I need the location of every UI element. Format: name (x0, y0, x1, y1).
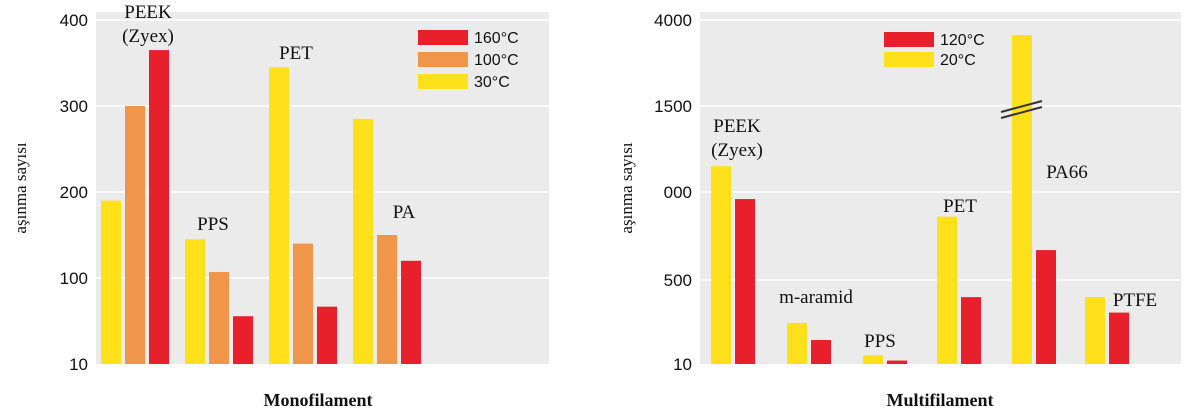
bar (125, 106, 145, 364)
legend-swatch (884, 32, 934, 47)
grid (96, 19, 549, 279)
y-tick-label: 1500 (654, 97, 692, 116)
bar (269, 67, 289, 365)
bar (233, 316, 253, 364)
category-label: PPS (197, 214, 229, 235)
y-tick-label: 200 (60, 183, 88, 202)
bar (1109, 312, 1129, 364)
bar (961, 297, 981, 364)
category-label: PA (393, 202, 416, 223)
category-label: m-aramid (779, 287, 853, 308)
y-tick-label: 4000 (654, 11, 692, 30)
bar (787, 322, 807, 364)
category-label: PTFE (1113, 290, 1157, 311)
bars (711, 34, 1129, 365)
y-tick-label: 100 (60, 269, 88, 288)
legend-label: 160°C (474, 30, 519, 47)
legend-swatch (418, 52, 468, 67)
bar (293, 243, 313, 364)
y-tick-label: 300 (60, 97, 88, 116)
bar (1085, 297, 1105, 364)
bar (353, 118, 373, 365)
legend-swatch (418, 30, 468, 45)
bar (863, 355, 883, 364)
legend-label: 120°C (940, 32, 985, 49)
legend: 160°C 100°C 30°C (418, 30, 519, 91)
y-axis-label: aşınma sayısı (11, 142, 30, 233)
y-tick-label: 000 (664, 183, 692, 202)
bar (811, 340, 831, 364)
category-label: PPS (864, 331, 896, 352)
legend-swatch (884, 52, 934, 67)
legend-swatch (418, 74, 468, 89)
bar (377, 235, 397, 364)
category-labels: PEEK (Zyex) PPS PET PA (122, 2, 415, 235)
y-tick-label: 10 (673, 355, 692, 374)
category-labels: PEEK (Zyex) m-aramid PPS PET PA66 PTFE (711, 116, 1157, 352)
bar (887, 360, 907, 364)
bar (317, 306, 337, 364)
category-label: PA66 (1046, 162, 1088, 183)
bar (149, 50, 169, 364)
y-tick-label: 500 (664, 271, 692, 290)
bar (1036, 250, 1056, 364)
legend: 120°C 20°C (884, 32, 985, 69)
bar (185, 239, 205, 364)
bar (1012, 34, 1032, 365)
bar (101, 200, 121, 364)
legend-label: 30°C (474, 74, 510, 91)
category-label: PET (943, 196, 977, 217)
legend-label: 100°C (474, 52, 519, 69)
category-label: PEEK (Zyex) (122, 2, 174, 47)
grid (700, 19, 1181, 281)
y-axis-ticks: 10 100 200 300 400 (60, 11, 88, 374)
bar (711, 166, 731, 364)
x-axis-label: Multifilament (887, 390, 994, 410)
y-tick-label: 400 (60, 11, 88, 30)
bars (101, 50, 421, 365)
category-label: PEEK (Zyex) (711, 116, 763, 161)
bar (401, 260, 421, 364)
legend-label: 20°C (940, 52, 976, 69)
bar (937, 216, 957, 364)
category-label: PET (279, 43, 313, 64)
x-axis-label: Monofilament (264, 390, 373, 410)
y-axis-label: aşınma sayısı (617, 142, 636, 233)
y-tick-label: 10 (69, 355, 88, 374)
bar (735, 199, 755, 364)
plot-background (96, 12, 549, 364)
axis-break-mark (1000, 100, 1043, 119)
y-axis-ticks: 10 500 000 1500 4000 (654, 11, 692, 374)
bar (209, 271, 229, 364)
